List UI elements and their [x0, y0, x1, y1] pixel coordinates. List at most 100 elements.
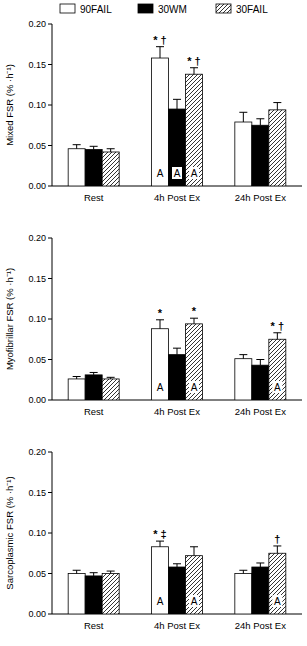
inner-label-bg: [155, 381, 165, 393]
inner-label: A: [274, 596, 281, 607]
bar: [68, 379, 85, 400]
y-tick: [48, 145, 52, 146]
error-bar: [173, 564, 181, 567]
bar: [186, 74, 203, 186]
plot-area: [68, 541, 286, 614]
inner-label: A: [274, 382, 281, 393]
bar: [85, 375, 102, 400]
bar: [186, 556, 203, 614]
bar: [169, 109, 186, 186]
error-bar: [90, 146, 98, 149]
y-tick-label: 0.20: [28, 447, 46, 457]
y-tick: [48, 492, 52, 493]
error-bar: [190, 318, 198, 324]
error-bar: [273, 103, 281, 110]
significance-symbol: * †: [271, 320, 284, 332]
legend-label: 30WM: [158, 4, 187, 15]
y-tick: [48, 24, 52, 25]
error-bar: [173, 348, 181, 354]
bar: [169, 355, 186, 400]
y-tick-label: 0.15: [28, 60, 46, 70]
x-tick-label: Rest: [84, 620, 104, 631]
error-bar: [107, 149, 115, 152]
inner-label: A: [157, 596, 164, 607]
plot-area: [68, 47, 286, 186]
y-tick: [48, 186, 52, 187]
x-tick-label: Rest: [84, 406, 104, 417]
bar: [152, 58, 169, 186]
y-tick: [48, 573, 52, 574]
x-tick-label: 24h Post Ex: [235, 406, 286, 417]
error-bar: [239, 112, 247, 122]
error-bar: [239, 355, 247, 359]
x-tick-label: 24h Post Ex: [235, 620, 286, 631]
bar: [102, 379, 119, 400]
inner-label-bg: [272, 595, 282, 607]
y-tick-label: 0.10: [28, 100, 46, 110]
error-bar: [156, 320, 164, 329]
y-axis-label: Sarcoplasmic FSR (% ·h⁻¹): [4, 476, 15, 589]
error-bar: [73, 570, 81, 573]
y-tick: [48, 400, 52, 401]
significance-symbol: *: [192, 305, 197, 317]
y-tick: [48, 319, 52, 320]
legend-swatch: [60, 4, 75, 13]
error-bar: [256, 119, 264, 125]
error-bar: [190, 68, 198, 74]
significance-symbol: * ‡: [153, 528, 166, 540]
y-tick: [48, 359, 52, 360]
y-tick-label: 0.05: [28, 569, 46, 579]
legend-swatch: [138, 4, 153, 13]
inner-label: A: [157, 382, 164, 393]
y-axis-label: Myofibrillar FSR (% ·h⁻¹): [4, 268, 15, 370]
y-tick-label: 0.20: [28, 233, 46, 243]
bar: [252, 567, 269, 614]
significance-symbol: †: [274, 533, 280, 545]
error-bar: [256, 360, 264, 366]
error-bar: [190, 547, 198, 556]
y-tick: [48, 278, 52, 279]
error-bar: [73, 145, 81, 149]
error-bar: [256, 563, 264, 567]
bar: [235, 359, 252, 400]
y-tick-label: 0.15: [28, 488, 46, 498]
bar: [269, 110, 286, 186]
error-bar: [90, 573, 98, 576]
inner-label-bg: [155, 595, 165, 607]
figure: 90FAIL30WM30FAIL0.000.050.100.150.20Mixe…: [0, 0, 307, 646]
significance-symbol: *: [158, 307, 163, 319]
error-bar: [156, 47, 164, 58]
y-tick: [48, 238, 52, 239]
significance-symbol: * †: [187, 55, 200, 67]
error-bar: [156, 541, 164, 547]
y-tick-label: 0.00: [28, 181, 46, 191]
y-tick-label: 0.00: [28, 395, 46, 405]
bar: [102, 152, 119, 186]
inner-label-bg: [189, 595, 199, 607]
inner-label: A: [191, 382, 198, 393]
y-tick-label: 0.15: [28, 274, 46, 284]
bar: [252, 125, 269, 186]
bar: [85, 576, 102, 614]
y-tick-label: 0.05: [28, 355, 46, 365]
bar: [152, 329, 169, 400]
inner-label: A: [191, 596, 198, 607]
x-tick-label: 4h Post Ex: [154, 192, 200, 203]
bar: [252, 365, 269, 400]
inner-label-bg: [272, 381, 282, 393]
inner-label-bg: [189, 167, 199, 179]
inner-label-bg: [155, 167, 165, 179]
bar: [152, 547, 169, 614]
bar: [68, 574, 85, 615]
bar: [68, 149, 85, 186]
inner-label: A: [157, 168, 164, 179]
inner-label: A: [191, 168, 198, 179]
legend-label: 90FAIL: [80, 4, 112, 15]
bar: [269, 553, 286, 614]
x-tick-label: Rest: [84, 192, 104, 203]
y-tick-label: 0.10: [28, 314, 46, 324]
x-tick-label: 4h Post Ex: [154, 406, 200, 417]
bar: [169, 567, 186, 614]
error-bar: [73, 377, 81, 379]
error-bar: [173, 99, 181, 109]
